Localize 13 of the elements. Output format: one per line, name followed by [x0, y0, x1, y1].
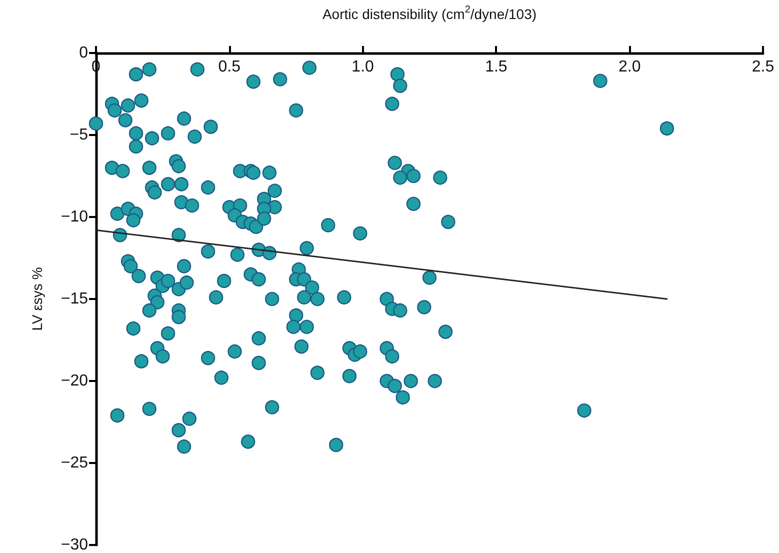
- y-tick-label: −20: [60, 372, 88, 390]
- y-tick-label: 0: [79, 44, 88, 62]
- y-tick-label: −10: [60, 208, 88, 226]
- y-tick-label: −15: [60, 290, 88, 308]
- x-tick-label: 1.0: [352, 58, 374, 76]
- y-tick-label: −5: [70, 126, 88, 144]
- x-tick-label: 1.5: [485, 58, 508, 76]
- y-tick-label: −30: [60, 536, 88, 553]
- x-tick-label: 2.5: [752, 58, 774, 76]
- y-axis-title: LV εsys %: [29, 267, 45, 331]
- x-tick-label: 0.5: [218, 58, 241, 76]
- y-tick-label: −25: [60, 454, 88, 472]
- x-tick-label: 2.0: [618, 58, 641, 76]
